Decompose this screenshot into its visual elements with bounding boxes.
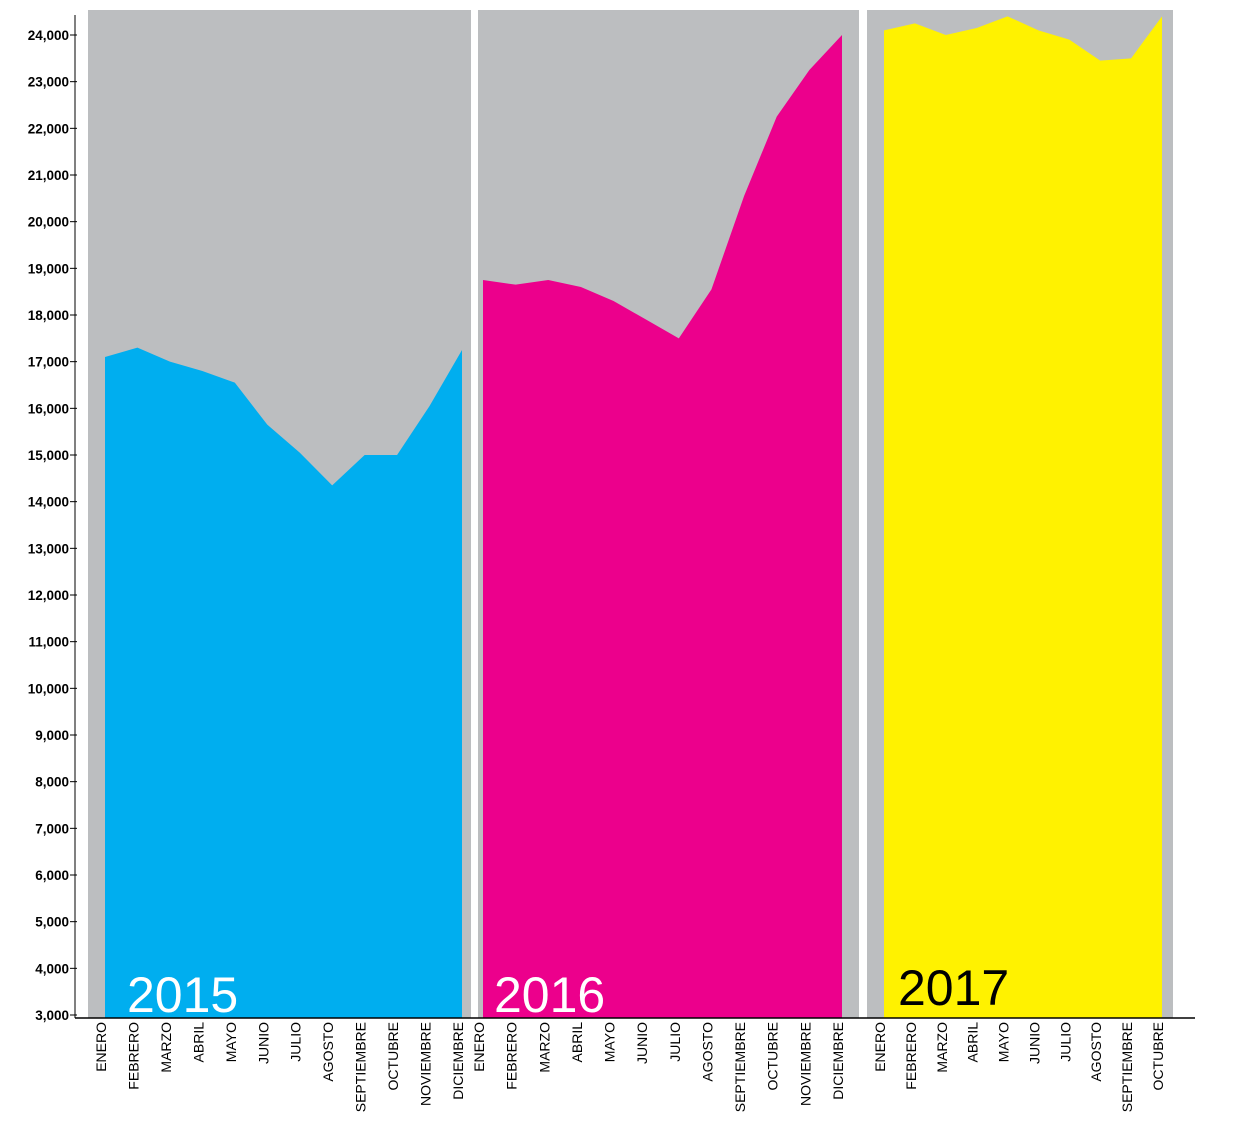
y-tick-label: 19,000 [28,261,69,276]
x-tick-label: JULIO [667,1022,683,1062]
y-tick-label: 22,000 [28,121,69,136]
x-tick-label: FEBRERO [504,1022,520,1090]
y-tick-label: 8,000 [35,775,69,790]
x-tick-label: OCTUBRE [1150,1022,1166,1090]
y-tick-label: 16,000 [28,401,69,416]
panel-year-label: 2015 [127,967,238,1023]
x-tick-label: MAYO [996,1022,1012,1062]
x-tick-label: NOVIEMBRE [797,1022,813,1106]
x-tick-label: MARZO [934,1022,950,1073]
y-tick-label: 11,000 [28,635,69,650]
x-tick-label: OCTUBRE [385,1022,401,1090]
x-tick-label: JUNIO [1026,1022,1042,1064]
y-tick-label: 24,000 [28,28,69,43]
y-tick-label: 6,000 [35,868,69,883]
x-tick-label: ENERO [872,1022,888,1072]
x-tick-label: ENERO [93,1022,109,1072]
y-tick-label: 20,000 [28,215,69,230]
x-tick-label: FEBRERO [125,1022,141,1090]
area [884,16,1162,1019]
x-tick-label: JUNIO [255,1022,271,1064]
x-tick-label: MAYO [602,1022,618,1062]
x-tick-label: MARZO [536,1022,552,1073]
x-tick-label: NOVIEMBRE [418,1022,434,1106]
x-tick-label: ABRIL [190,1022,206,1063]
x-tick-label: OCTUBRE [765,1022,781,1090]
x-tick-label: DICIEMBRE [450,1022,466,1100]
x-tick-label: ENERO [471,1022,487,1072]
x-tick-label: MARZO [158,1022,174,1073]
x-tick-label: FEBRERO [903,1022,919,1090]
x-tick-label: SEPTIEMBRE [732,1022,748,1112]
y-tick-label: 18,000 [28,308,69,323]
panel-year-label: 2016 [494,967,605,1023]
y-tick-label: 9,000 [35,728,69,743]
area [105,347,462,1019]
x-tick-label: AGOSTO [699,1022,715,1082]
x-tick-label: JULIO [288,1022,304,1062]
y-tick-label: 7,000 [35,821,69,836]
y-tick-label: 15,000 [28,448,69,463]
panel-year-label: 2017 [898,960,1009,1016]
y-tick-label: 12,000 [28,588,69,603]
y-tick-label: 10,000 [28,681,69,696]
y-tick-label: 5,000 [35,915,69,930]
x-tick-label: AGOSTO [320,1022,336,1082]
x-tick-label: SEPTIEMBRE [1119,1022,1135,1112]
area [483,35,842,1018]
y-tick-label: 17,000 [28,355,69,370]
y-tick-label: 21,000 [28,168,69,183]
y-tick-label: 14,000 [28,495,69,510]
y-tick-label: 23,000 [28,75,69,90]
x-tick-label: SEPTIEMBRE [353,1022,369,1112]
x-tick-label: JULIO [1057,1022,1073,1062]
x-tick-label: DICIEMBRE [830,1022,846,1100]
x-tick-label: ABRIL [569,1022,585,1063]
y-tick-label: 4,000 [35,961,69,976]
x-tick-label: ABRIL [965,1022,981,1063]
y-tick-label: 13,000 [28,541,69,556]
x-tick-label: MAYO [223,1022,239,1062]
x-tick-label: AGOSTO [1088,1022,1104,1082]
x-tick-label: JUNIO [634,1022,650,1064]
y-tick-label: 3,000 [35,1008,69,1023]
